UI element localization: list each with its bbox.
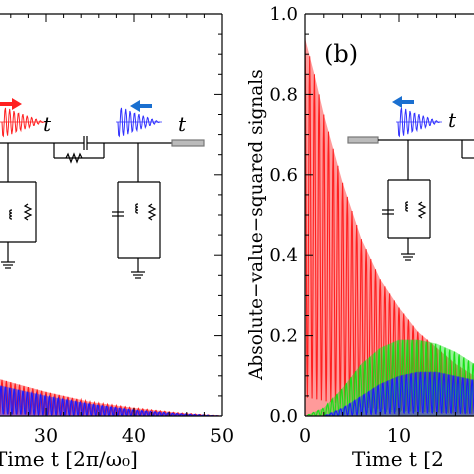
panel-b-label: (b) <box>324 40 358 68</box>
panel-a-x-axis-label: Time t [2π/ω₀] <box>0 447 138 471</box>
x-tick-label: 10 <box>387 425 411 447</box>
blue-pulse-icon <box>116 107 162 138</box>
y-tick-label: 0.4 <box>269 245 298 266</box>
pulse-label-t-3: t <box>448 108 457 132</box>
series-red <box>0 379 222 416</box>
y-tick-label: 0.8 <box>269 84 298 105</box>
panel-b-plot-area <box>305 38 474 416</box>
series-red <box>305 38 474 416</box>
y-tick-label: 0.6 <box>269 165 298 186</box>
series-red-envelope <box>0 379 222 416</box>
panel-b-circuit-inset: t <box>347 96 474 261</box>
series-blue <box>305 371 474 416</box>
series-blue-envelope <box>305 371 474 416</box>
x-tick-label: 30 <box>34 425 58 447</box>
y-tick-label: 0.2 <box>269 326 298 347</box>
pulse-label-t-1: t <box>43 112 52 136</box>
series-blue-envelope <box>0 385 222 416</box>
pulse-wave <box>1 107 45 138</box>
panel-b-y-axis-label: Absolute−value−squared signals <box>246 69 267 381</box>
blue-arrow-icon <box>392 96 414 108</box>
panel-a: 20304050 Time t [2π/ω₀] t t <box>0 13 234 471</box>
blue-pulse-icon <box>396 107 442 138</box>
series-blue-line <box>305 371 474 416</box>
transmission-line-circuit-icon <box>0 136 205 279</box>
blue-arrow-icon <box>130 100 152 112</box>
panel-a-tick-labels: 20304050 <box>34 425 234 447</box>
pulse-wave <box>397 107 441 138</box>
pulse-wave <box>117 107 161 138</box>
x-tick-label: 50 <box>210 425 234 447</box>
panel-b: 010200.00.20.40.60.81.0 (b) Absolute−val… <box>246 4 474 471</box>
transmission-line-circuit-icon <box>347 136 474 261</box>
x-tick-label: 0 <box>299 425 311 447</box>
series-red-line <box>0 379 222 416</box>
series-red-envelope <box>305 38 474 416</box>
y-tick-label: 0.0 <box>269 406 298 427</box>
x-tick-label: 40 <box>122 425 146 447</box>
red-arrow-icon <box>0 98 22 110</box>
panel-a-circuit-inset: t t <box>0 98 205 279</box>
panel-b-ticks <box>304 13 456 417</box>
y-tick-label: 1.0 <box>269 4 298 25</box>
panel-b-tick-labels: 010200.00.20.40.60.81.0 <box>269 4 411 447</box>
series-green-envelope <box>305 339 474 416</box>
panel-a-ticks <box>10 13 223 417</box>
pulse-label-t-2: t <box>178 112 187 136</box>
panel-b-x-axis-label: Time t [2 <box>352 447 444 471</box>
panel-a-plot-area <box>0 379 222 416</box>
red-pulse-icon <box>0 107 46 138</box>
series-blue <box>0 385 222 416</box>
series-red-line <box>305 38 474 414</box>
